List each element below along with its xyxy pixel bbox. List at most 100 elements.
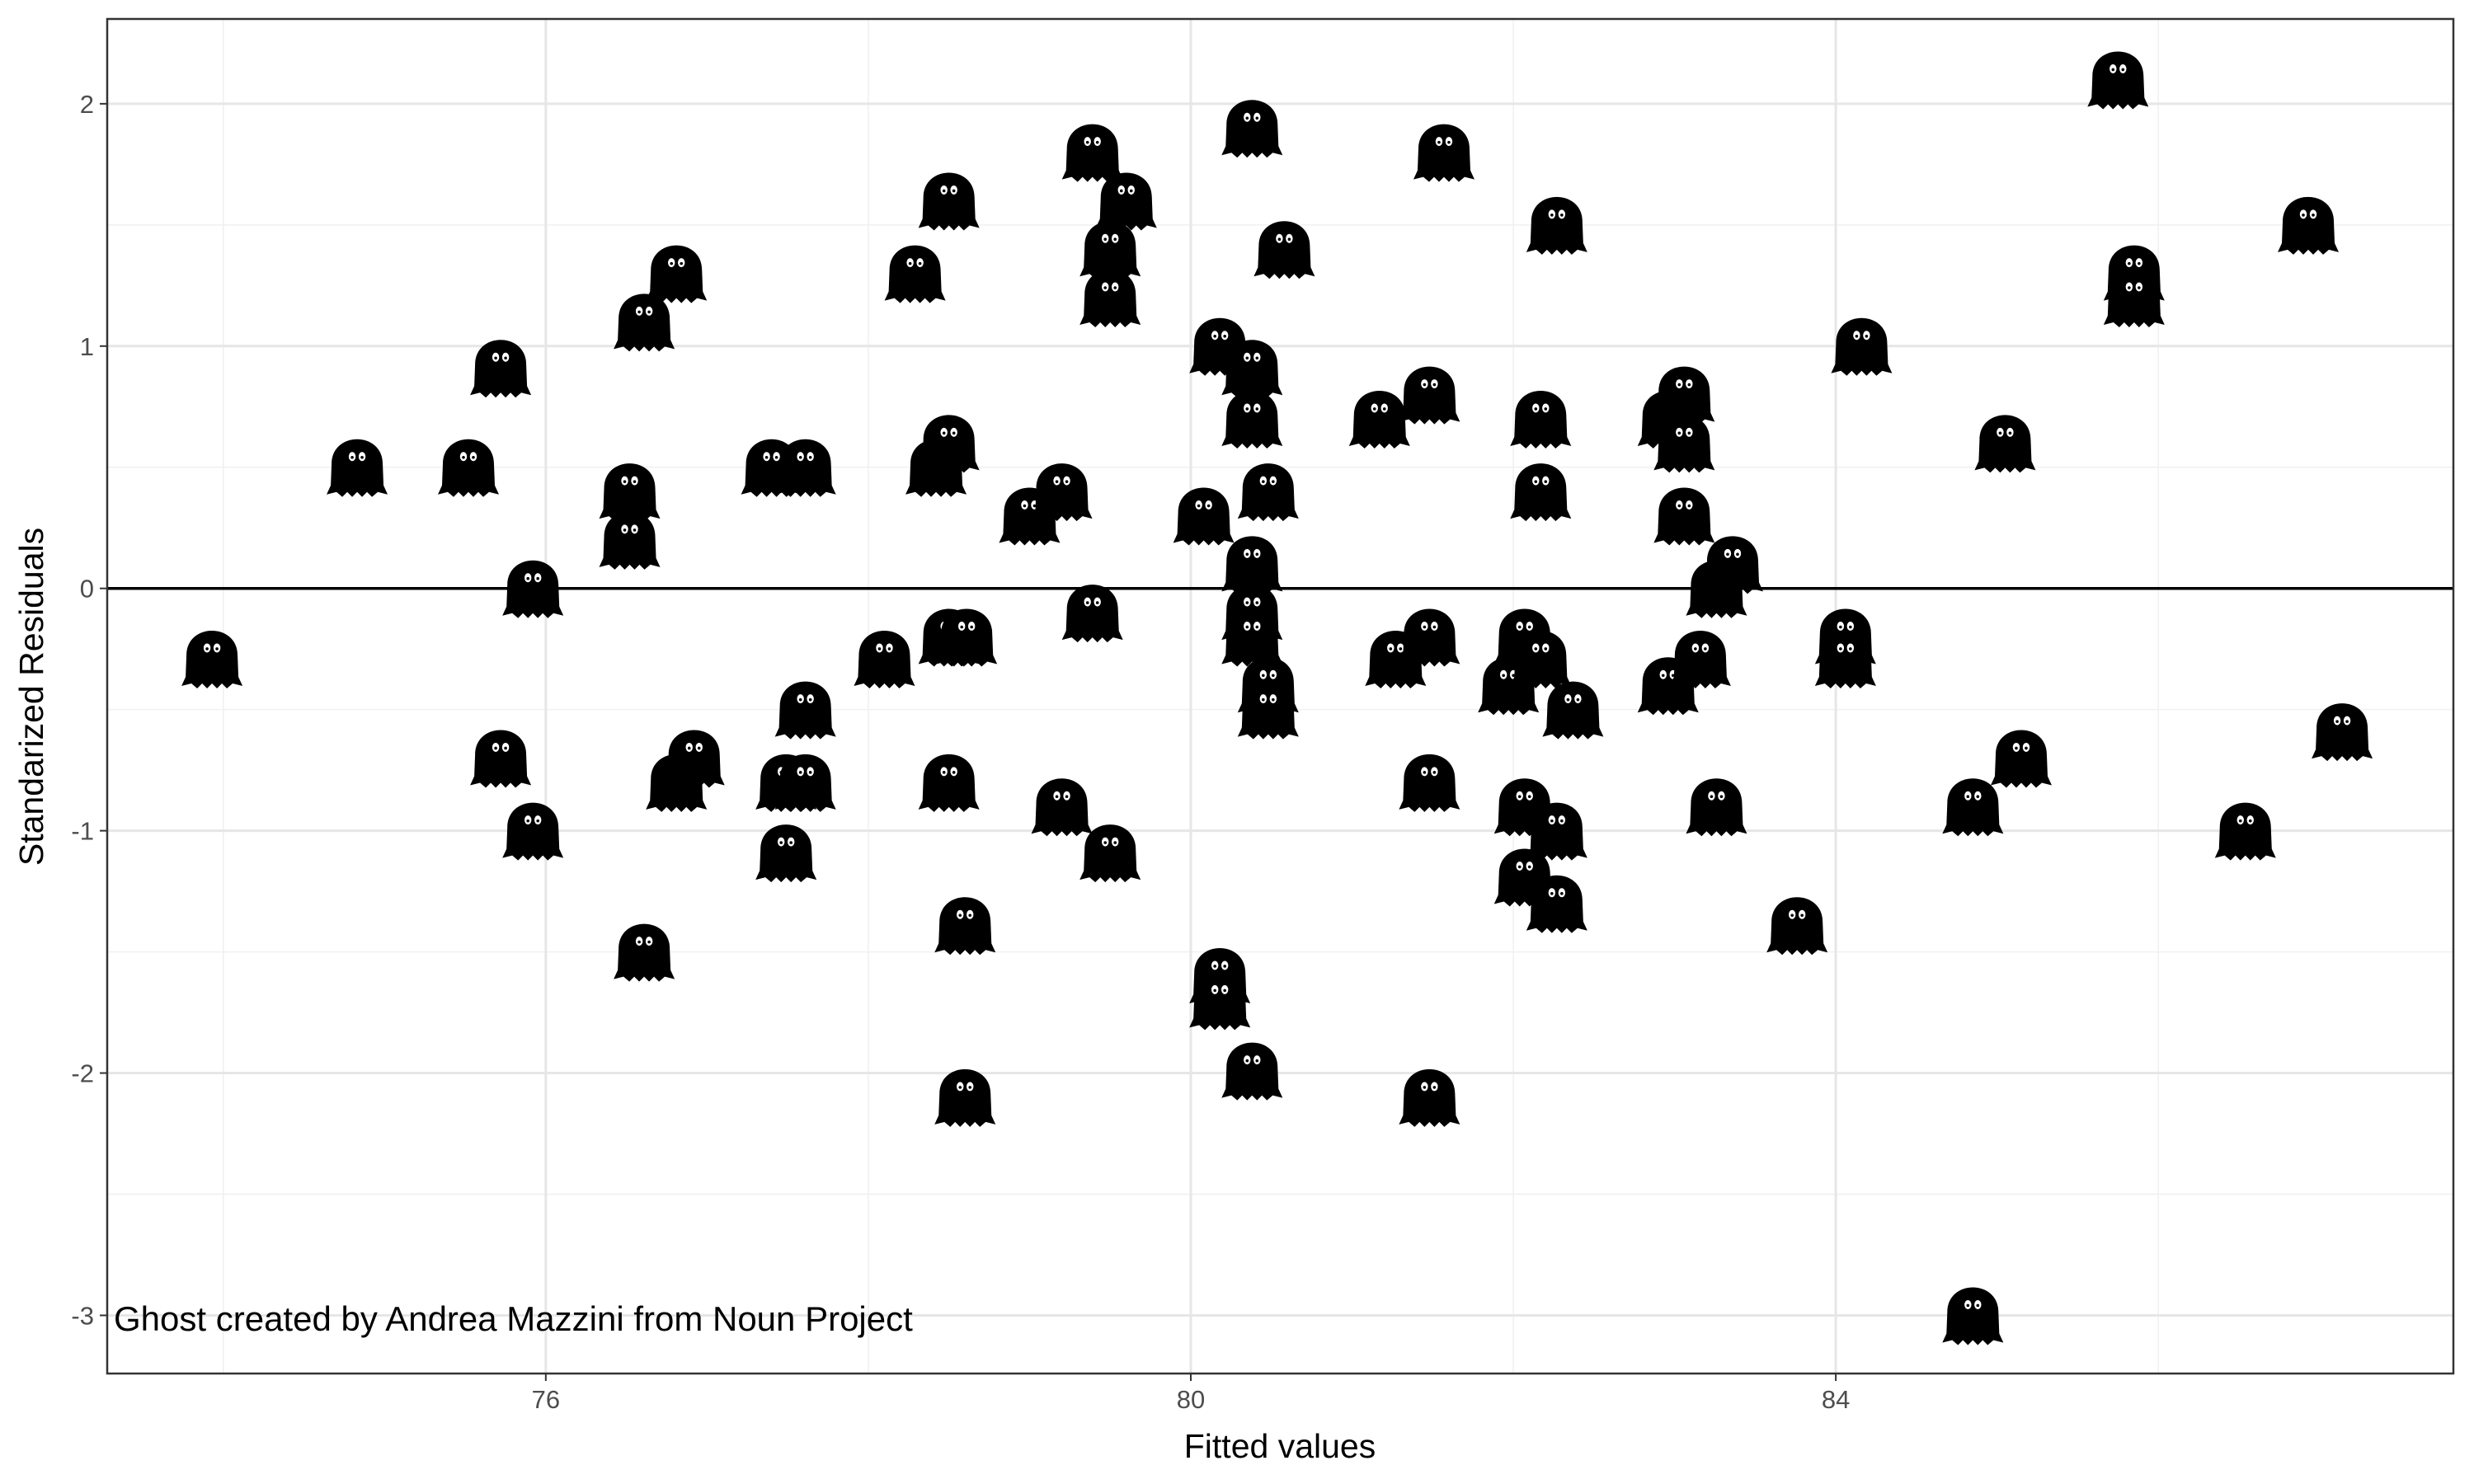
ghost-pupil <box>1245 407 1249 411</box>
ghost-point <box>1510 630 1572 688</box>
ghost-point <box>1173 487 1235 546</box>
ghost-pupil <box>2345 720 2349 723</box>
ghost-point <box>1221 100 1283 158</box>
ghost-point <box>1221 536 1283 594</box>
ghost-pupil <box>1432 771 1437 774</box>
ghost-body <box>774 754 836 812</box>
ghost-point <box>2278 196 2340 255</box>
ghost-pupil <box>798 771 802 774</box>
ghost-pupil <box>1255 1059 1259 1063</box>
ghost-point <box>599 463 661 522</box>
ghost-pupil <box>2335 720 2339 723</box>
ghost-pupil <box>472 455 475 459</box>
ghost-point <box>1079 824 1141 883</box>
ghost-body <box>1348 390 1410 448</box>
ghost-pupil <box>1065 480 1069 483</box>
ghost-pupil <box>1113 237 1117 242</box>
ghost-pupil <box>1055 480 1059 483</box>
ghost-pupil <box>1671 674 1675 678</box>
ghost-pupil <box>2111 68 2115 72</box>
ghost-pupil <box>1502 674 1505 678</box>
ghost-pupil <box>360 455 364 459</box>
ghost-pupil <box>2138 261 2141 265</box>
ghost-pupil <box>1119 189 1123 193</box>
ghost-pupil <box>1677 383 1681 387</box>
ghost-point <box>1413 124 1475 182</box>
ghost-pupil <box>670 261 674 265</box>
ghost-body <box>1095 172 1157 231</box>
ghost-pupil <box>1213 989 1216 993</box>
ghost-pupil <box>1447 140 1451 144</box>
ghost-body <box>918 415 980 473</box>
ghost-pupil <box>526 576 530 580</box>
ghost-body <box>1031 778 1093 837</box>
ghost-body <box>327 439 388 497</box>
ghost-body <box>1399 366 1460 425</box>
ghost-pupil <box>2128 286 2131 289</box>
ghost-pupil <box>1103 286 1108 289</box>
ghost-body <box>437 439 499 497</box>
ghost-pupil <box>633 480 637 483</box>
x-tick-label: 80 <box>1177 1385 1205 1414</box>
points <box>181 51 2373 1345</box>
ghost-pupil <box>1550 214 1554 217</box>
ghost-pupil <box>1710 795 1714 799</box>
y-tick-label: -2 <box>71 1059 94 1088</box>
ghost-pupil <box>1677 431 1681 435</box>
ghost-pupil <box>637 310 641 314</box>
ghost-body <box>1974 415 2036 473</box>
plot-border <box>106 17 2455 1375</box>
ghost-body <box>1990 730 2052 788</box>
ghost-body <box>1701 536 1763 594</box>
ghost-pupil <box>526 819 530 823</box>
ghost-body <box>1221 1042 1283 1101</box>
ghost-point <box>774 439 836 497</box>
ghost-point <box>1221 340 1283 398</box>
ghost-point <box>1814 630 1876 688</box>
ghost-pupil <box>1095 601 1099 604</box>
ghost-pupil <box>1534 647 1538 650</box>
ghost-body <box>1079 270 1141 328</box>
ghost-body <box>1399 754 1460 812</box>
ghost-pupil <box>1399 647 1403 650</box>
ghost-point <box>1221 390 1283 448</box>
ghost-point <box>1766 897 1828 956</box>
ghost-pupil <box>2128 261 2131 265</box>
ghost-pupil <box>1736 552 1739 556</box>
ghost-pupil <box>970 625 973 629</box>
ghost-point <box>1686 778 1747 837</box>
ghost-pupil <box>1245 356 1249 360</box>
ghost-pupil <box>680 261 684 265</box>
ghost-point <box>1399 754 1460 812</box>
ghost-pupil <box>1527 865 1531 869</box>
ghost-body <box>1831 317 1893 376</box>
ghost-pupil <box>1245 601 1249 604</box>
ghost-body <box>1766 897 1828 956</box>
ghost-point <box>1079 221 1141 279</box>
ghost-point <box>1526 802 1587 861</box>
ghost-point <box>1031 778 1093 837</box>
ghost-body <box>1237 463 1299 522</box>
x-tick-label: 76 <box>532 1385 560 1414</box>
ghost-body <box>1221 608 1283 667</box>
ghost-pupil <box>1023 504 1027 508</box>
ghost-body <box>470 340 532 398</box>
ghost-pupil <box>350 455 354 459</box>
ghost-pupil <box>1966 1303 1970 1308</box>
ghost-body <box>1173 487 1235 546</box>
ghost-pupil <box>908 261 912 265</box>
axes: 76 80 84 -3 -2 -1 0 1 2 Ghost created by Andrea M… <box>71 17 2455 1414</box>
ghost-pupil <box>1677 504 1681 508</box>
ghost-pupil <box>1197 504 1201 508</box>
ghost-pupil <box>798 697 802 702</box>
ghost-body <box>918 172 980 231</box>
ghost-pupil <box>536 819 540 823</box>
ghost-pupil <box>1255 356 1259 360</box>
ghost-pupil <box>958 913 962 918</box>
ghost-pupil <box>1372 407 1376 411</box>
ghost-pupil <box>1085 140 1089 144</box>
ghost-pupil <box>1272 480 1275 483</box>
ghost-point <box>774 754 836 812</box>
ghost-body <box>1399 1068 1460 1127</box>
